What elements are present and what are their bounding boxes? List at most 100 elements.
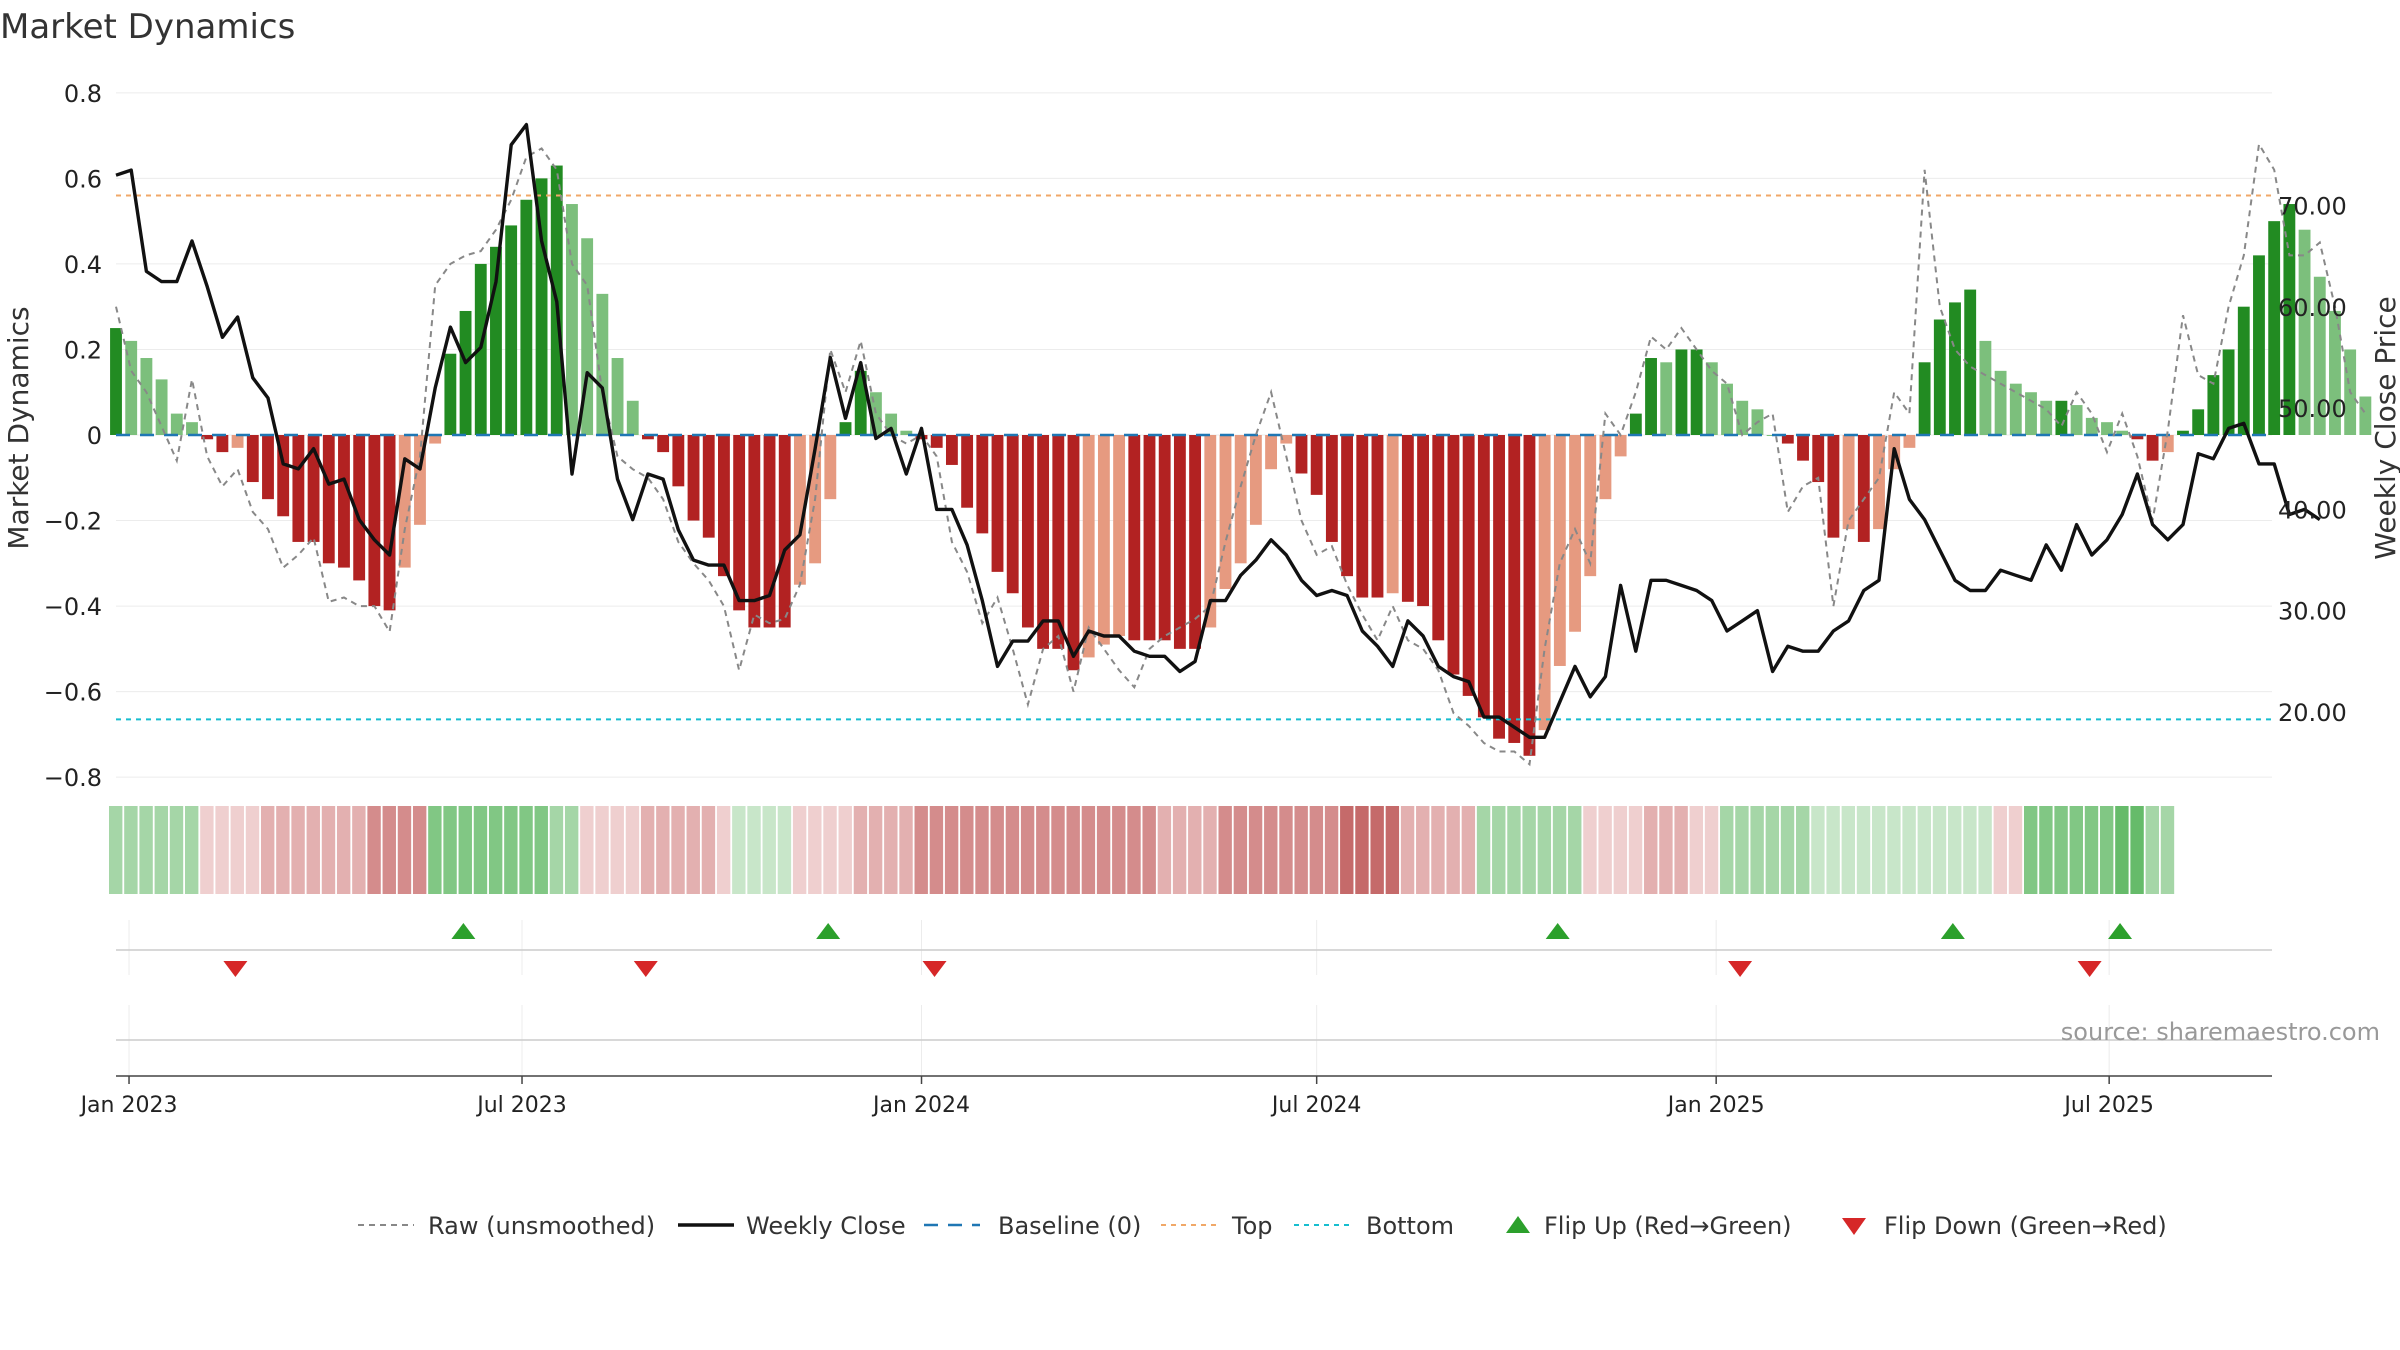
dynamics-bar — [1933, 319, 1946, 435]
x-tick-label: Jan 2025 — [1666, 1093, 1765, 1118]
regime-cell — [276, 806, 290, 894]
legend-label: Weekly Close — [746, 1212, 906, 1240]
dynamics-bar — [2298, 229, 2311, 435]
regime-cell — [1476, 806, 1491, 894]
regime-cell — [823, 806, 837, 894]
flip-down-marker — [1728, 961, 1753, 977]
legend: Raw (unsmoothed) Weekly Close Baseline (0)… — [358, 1212, 2167, 1240]
regime-cell — [1674, 806, 1688, 894]
dynamics-bar — [231, 435, 244, 448]
legend-label: Raw (unsmoothed) — [428, 1212, 655, 1240]
regime-cell — [1340, 806, 1354, 894]
dynamics-bar — [2146, 435, 2159, 461]
dynamics-bar — [1721, 383, 1733, 435]
regime-cell — [109, 806, 123, 894]
dynamics-bar — [1918, 362, 1931, 435]
dynamics-bar — [110, 328, 122, 435]
dynamics-bar — [976, 435, 989, 534]
regime-cell — [1036, 806, 1050, 894]
regime-cell — [1370, 806, 1384, 894]
dynamics-bar — [1508, 435, 1521, 743]
dynamics-bar — [626, 400, 639, 435]
regime-cell — [2115, 806, 2129, 894]
x-tick-label: Jul 2025 — [2062, 1093, 2154, 1118]
regime-cell — [367, 806, 381, 894]
dynamics-bar — [642, 435, 654, 440]
regime-cell — [124, 806, 138, 894]
regime-cell — [1704, 806, 1719, 894]
regime-cell — [519, 806, 533, 894]
regime-cell — [1492, 806, 1506, 894]
dynamics-bar — [1675, 349, 1688, 435]
dynamics-bar — [1781, 435, 1794, 444]
regime-cell — [1780, 806, 1795, 894]
dynamics-bar — [1341, 435, 1353, 577]
dynamics-bar — [1477, 435, 1490, 718]
dynamics-bar — [1736, 400, 1749, 435]
dynamics-bar — [1189, 435, 1202, 649]
dynamics-bar — [170, 413, 183, 435]
dynamics-bar — [2207, 375, 2220, 435]
dynamics-bar — [581, 238, 594, 435]
dynamics-bar — [2116, 430, 2129, 435]
y2-tick-label: 60.00 — [2278, 294, 2347, 322]
regime-strip — [109, 806, 2175, 894]
regime-cell — [184, 806, 199, 894]
regime-cell — [656, 806, 670, 894]
y2-tick-label: 40.00 — [2278, 496, 2347, 524]
regime-cell — [200, 806, 214, 894]
regime-cell — [1127, 806, 1141, 894]
regime-cell — [1689, 806, 1704, 894]
regime-cell — [1735, 806, 1749, 894]
y2-tick-label: 20.00 — [2278, 699, 2347, 727]
regime-cell — [1233, 806, 1248, 894]
dynamics-bar — [1295, 435, 1308, 474]
regime-cell — [564, 806, 579, 894]
dynamics-bar — [398, 435, 411, 568]
dynamics-bar — [611, 358, 624, 435]
dynamics-bar — [839, 422, 852, 435]
regime-cell — [534, 806, 548, 894]
dynamics-bar — [277, 435, 290, 517]
regime-cell — [2160, 806, 2175, 894]
dynamics-bar — [2070, 405, 2083, 435]
dynamics-bar — [1614, 435, 1627, 457]
regime-cell — [838, 806, 852, 894]
dynamics-bar — [1827, 435, 1840, 538]
regime-cell — [1963, 806, 1977, 894]
regime-cell — [1051, 806, 1065, 894]
regime-cell — [732, 806, 746, 894]
y2-tick-label: 50.00 — [2278, 395, 2347, 423]
regime-cell — [1005, 806, 1020, 894]
dynamics-bar — [596, 293, 609, 435]
dynamics-bar — [246, 435, 259, 483]
dynamics-bar — [429, 435, 442, 444]
regime-cell — [975, 806, 989, 894]
dynamics-bar — [1204, 435, 1217, 628]
dynamics-bar — [718, 435, 730, 577]
dynamics-bar — [869, 392, 882, 435]
dynamics-bar — [2085, 417, 2098, 435]
dynamics-bar — [1006, 435, 1019, 594]
legend-label: Flip Up (Red→Green) — [1544, 1212, 1792, 1240]
regime-cell — [2084, 806, 2099, 894]
dynamics-bar — [961, 435, 974, 508]
dynamics-bar — [1432, 435, 1445, 641]
regime-cell — [1796, 806, 1810, 894]
y-tick-label: −0.6 — [44, 679, 102, 707]
y-tick-label: 0.8 — [64, 80, 102, 108]
regime-cell — [2008, 806, 2023, 894]
regime-cell — [1872, 806, 1886, 894]
regime-cell — [580, 806, 594, 894]
dynamics-bar — [1265, 435, 1278, 470]
regime-cell — [1537, 806, 1552, 894]
dynamics-bar — [991, 435, 1004, 572]
regime-cell — [1355, 806, 1369, 894]
dynamics-bar — [1812, 435, 1825, 483]
dynamics-bar — [1219, 435, 1232, 589]
regime-cell — [1644, 806, 1658, 894]
regime-cell — [914, 806, 928, 894]
dynamics-bar — [322, 435, 335, 564]
dynamics-bar — [201, 435, 214, 440]
flip-up-marker — [1940, 923, 1965, 939]
